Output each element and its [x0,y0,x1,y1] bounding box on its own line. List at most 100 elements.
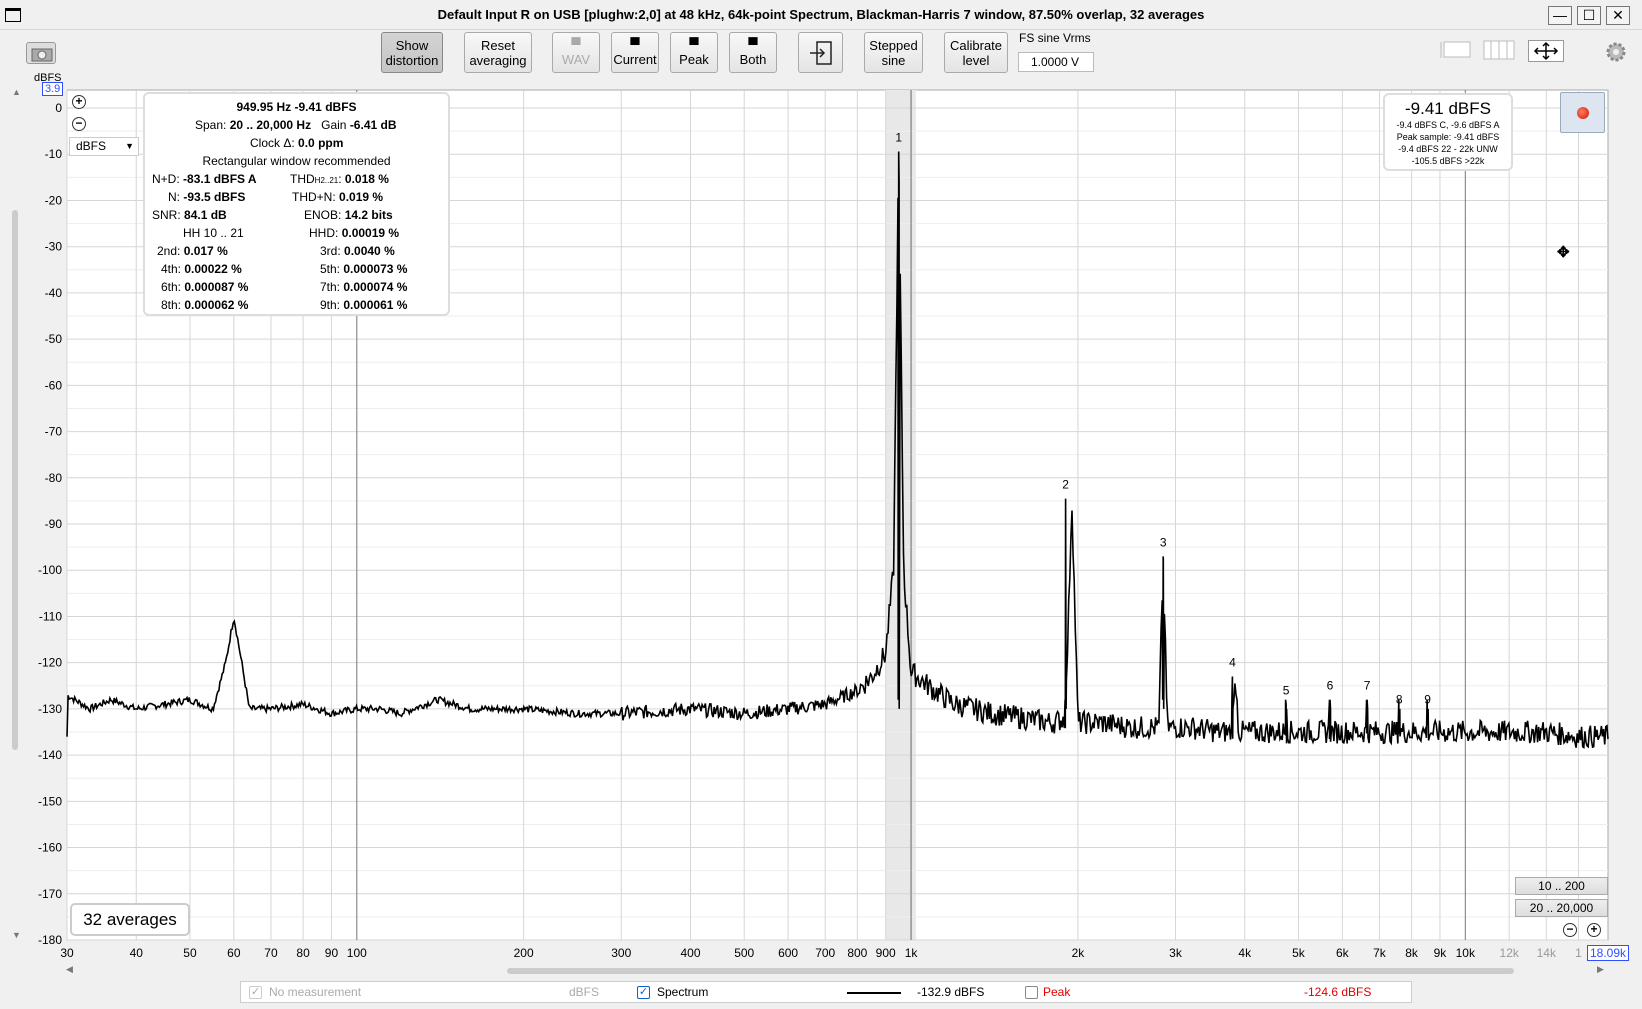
save-wav-label: WAV [561,52,591,67]
horizontal-scrollbar[interactable] [507,968,1514,974]
stepped-sine-button[interactable]: Stepped sine [864,32,923,73]
layout-columns-button[interactable] [1482,39,1518,61]
hhd-label: HHD: [309,226,339,240]
save-wav-button[interactable]: ▀ WAV [552,32,600,73]
layout-columns-icon [1483,40,1515,60]
level-line-3: -9.4 dBFS 22 - 22k UNW [1398,144,1498,154]
reset-averaging-label-1: Reset [481,37,515,53]
y-top-value[interactable]: 3.9 [42,82,64,96]
y-tick-label: -130 [38,702,62,716]
x-tick-label: 1k [905,946,919,960]
x-tick-label: 3k [1169,946,1183,960]
spectrum-checkbox[interactable]: ✓ [637,986,650,999]
calibrate-level-label-1: Calibrate [949,37,1003,53]
level-line-2: Peak sample: -9.41 dBFS [1396,132,1500,142]
expand-arrows-icon [1533,41,1559,61]
no-measurement-unit: dBFS [569,985,600,999]
record-button[interactable] [1560,92,1605,133]
close-button[interactable]: ✕ [1606,6,1630,25]
x-right-value[interactable]: 18.09k [1587,945,1630,961]
chevron-down-icon: ▼ [125,141,134,151]
zoom-out-y-button[interactable]: − [72,117,86,131]
thd-sub: H2..21 [314,176,339,185]
y-unit-label: dBFS [34,72,62,84]
minimize-button[interactable]: — [1548,6,1572,25]
x-tick-label: 30 [60,946,74,960]
h9-label: 9th: [320,298,341,312]
scroll-up-arrow-icon[interactable]: ▲ [12,87,21,97]
x-tick-label: 6k [1336,946,1350,960]
save-icon: ▀ [748,37,758,52]
stepped-sine-label-1: Stepped [869,37,918,53]
h9-value: 0.000061 % [343,298,408,312]
level-line-4: -105.5 dBFS >22k [1411,156,1485,166]
h4-value: 0.00022 % [184,262,242,276]
save-current-button[interactable]: ▀ Current [611,32,659,73]
save-peak-button[interactable]: ▀ Peak [670,32,718,73]
zoom-out-x-button[interactable]: − [1563,923,1577,937]
save-both-button[interactable]: ▀ Both [729,32,777,73]
h8-value: 0.000062 % [184,298,249,312]
n-label: N: [168,190,180,204]
harmonic-marker-label: 8 [1396,693,1403,707]
x-tick-label: 9k [1434,946,1448,960]
x-tick-label: 500 [734,946,754,960]
range-20-20000-button[interactable]: 20 .. 20,000 [1515,899,1608,917]
nd-value: -83.1 dBFS A [183,172,257,186]
save-both-label: Both [739,52,767,67]
hhd-value: 0.00019 % [341,226,400,240]
h3-label: 3rd: [320,244,341,258]
save-icon: ▀ [630,37,640,52]
x-tick-label: 10k [1456,946,1476,960]
no-measurement-checkbox[interactable]: ✓ [249,986,262,999]
scroll-left-arrow-icon[interactable]: ◀ [66,964,73,974]
show-distortion-label-1: Show [395,37,429,53]
no-measurement-label: No measurement [269,985,362,999]
level-line-1: -9.4 dBFS C, -9.6 dBFS A [1396,120,1500,130]
reset-averaging-button[interactable]: Reset averaging [464,32,532,73]
fs-sine-label: FS sine Vrms [1019,31,1091,45]
save-peak-label: Peak [679,52,709,67]
fs-sine-input[interactable]: 1.0000 V [1018,52,1094,72]
clock-value: 0.0 ppm [298,136,344,150]
import-button[interactable] [798,32,843,73]
show-distortion-button[interactable]: Show distortion [381,32,443,73]
x-tick-label: 40 [130,946,144,960]
h4-label: 4th: [161,262,182,276]
reset-averaging-label-2: averaging [469,52,527,68]
harmonic-marker-label: 7 [1364,679,1371,693]
scroll-right-arrow-icon[interactable]: ▶ [1597,964,1604,974]
camera-button[interactable] [26,42,56,64]
plus-icon: + [75,94,83,108]
scroll-down-arrow-icon[interactable]: ▼ [12,930,21,940]
vertical-scrollbar[interactable] [12,210,18,750]
x-tick-label: 2k [1072,946,1086,960]
x-tick-label: 300 [611,946,631,960]
hh-label: HH 10 .. 21 [183,226,244,240]
peak-checkbox[interactable] [1025,986,1038,999]
calibrate-level-button[interactable]: Calibrate level [944,32,1008,73]
legend-bar: ✓ No measurement dBFS ✓ Spectrum -132.9 … [240,981,1412,1003]
stepped-sine-label-2: sine [881,52,906,68]
settings-button[interactable] [1604,40,1628,64]
y-tick-label: -160 [38,841,62,855]
zoom-in-y-button[interactable]: + [72,95,86,109]
range-10-200-button[interactable]: 10 .. 200 [1515,877,1608,895]
maximize-button[interactable]: ☐ [1577,6,1601,25]
zoom-in-x-button[interactable]: + [1587,923,1601,937]
layout-single-button[interactable] [1440,39,1472,61]
x-tick-label: 600 [778,946,798,960]
snr-label: SNR: [152,208,181,222]
minus-icon: − [1566,922,1574,936]
unit-select[interactable]: dBFS ▼ [69,137,139,156]
x-tick-label: 8k [1405,946,1419,960]
h7-label: 7th: [320,280,341,294]
y-tick-label: -80 [45,471,63,485]
h2-label: 2nd: [157,244,181,258]
y-tick-label: -90 [45,517,63,531]
fit-view-button[interactable] [1528,40,1564,62]
gain-value: -6.41 dB [349,118,397,132]
snr-value: 84.1 dB [184,208,227,222]
window-icon[interactable] [5,8,21,22]
plus-icon: + [1590,922,1598,936]
